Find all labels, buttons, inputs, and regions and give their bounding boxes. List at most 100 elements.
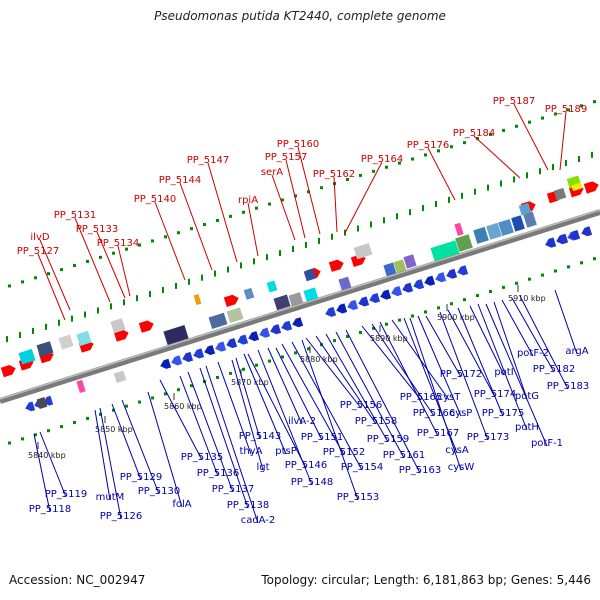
gene-block bbox=[36, 397, 48, 410]
gene-arrow bbox=[369, 292, 381, 304]
gene-label: PP_5133 bbox=[76, 224, 119, 235]
gene-arrow bbox=[457, 265, 469, 276]
gene-label: PP_5126 bbox=[100, 511, 143, 522]
gene-label: PP_5187 bbox=[493, 96, 536, 107]
gene-block bbox=[208, 312, 228, 329]
gene-label: ilvA-2 bbox=[288, 416, 316, 427]
gene-block bbox=[455, 234, 473, 252]
gene-label: PP_5127 bbox=[17, 246, 60, 257]
gene-label: PP_5137 bbox=[212, 484, 255, 495]
gene-label: PP_5159 bbox=[367, 434, 410, 445]
gene-label: PP_5167 bbox=[417, 428, 460, 439]
gene-block bbox=[353, 243, 373, 260]
gene-label: PP_5148 bbox=[291, 477, 334, 488]
gene-arrow bbox=[581, 226, 593, 237]
gene-block bbox=[553, 187, 567, 201]
genome-summary: Topology: circular; Length: 6,181,863 bp… bbox=[261, 573, 591, 587]
gene-label: cysP bbox=[450, 408, 473, 419]
map-title: Pseudomonas putida KT2440, complete geno… bbox=[154, 9, 446, 23]
gene-label: PP_5182 bbox=[533, 364, 576, 375]
gene-arrow bbox=[270, 324, 282, 335]
gene-arrow bbox=[237, 334, 249, 345]
gene-arrow bbox=[215, 341, 227, 352]
gene-label: PP_5184 bbox=[453, 128, 496, 139]
gene-block bbox=[110, 318, 126, 334]
gene-arrow bbox=[435, 272, 447, 283]
gene-block bbox=[511, 215, 525, 232]
gene-label: potF-2 bbox=[517, 348, 549, 359]
gene-label: PP_5153 bbox=[337, 492, 380, 503]
accession-text: Accession: NC_002947 bbox=[9, 573, 146, 587]
gene-block bbox=[498, 219, 514, 236]
gene-arrow bbox=[160, 358, 172, 369]
gene-block bbox=[383, 262, 397, 277]
gene-arrow bbox=[583, 181, 599, 194]
gene-block bbox=[454, 222, 464, 236]
gene-label: PP_5189 bbox=[545, 104, 588, 115]
gene-label: ptsP bbox=[275, 446, 297, 457]
scale-tick-label: 5900 kbp bbox=[437, 313, 475, 322]
gene-label: cysA bbox=[445, 445, 469, 456]
gene-label: PP_5143 bbox=[239, 431, 282, 442]
gene-features bbox=[0, 175, 599, 412]
gene-label: PP_5160 bbox=[277, 139, 320, 150]
gene-label: PP_5163 bbox=[399, 465, 442, 476]
gene-label: PP_5158 bbox=[355, 416, 398, 427]
gene-block bbox=[76, 379, 86, 394]
gene-block bbox=[288, 292, 304, 308]
gene-label: PP_5173 bbox=[467, 432, 510, 443]
gene-arrow bbox=[292, 317, 304, 328]
gene-label: PP_5146 bbox=[285, 460, 328, 471]
gene-label: argA bbox=[565, 346, 588, 357]
gene-label: PP_5118 bbox=[29, 504, 72, 515]
gene-label: cysW bbox=[448, 462, 475, 473]
gene-arrow bbox=[193, 348, 205, 359]
gene-label: folA bbox=[172, 499, 191, 510]
scale-tick-label: 5850 kbp bbox=[95, 425, 133, 434]
gene-label: PP_5156 bbox=[340, 400, 383, 411]
gene-block bbox=[226, 307, 244, 324]
gene-label: potH bbox=[515, 422, 539, 433]
gene-label: PP_5135 bbox=[181, 452, 224, 463]
gene-label: PP_5140 bbox=[134, 194, 177, 205]
gene-label: PP_5154 bbox=[341, 462, 384, 473]
gene-block bbox=[571, 182, 583, 192]
gene-arrow bbox=[25, 401, 36, 412]
gene-label: PP_5176 bbox=[407, 140, 450, 151]
gene-block bbox=[58, 334, 74, 350]
gene-label: PP_5136 bbox=[197, 468, 240, 479]
gene-block bbox=[36, 341, 54, 357]
gene-label: PP_5138 bbox=[227, 500, 270, 511]
gene-label: PP_5152 bbox=[323, 447, 366, 458]
gene-block bbox=[18, 348, 36, 365]
gene-label: PP_5183 bbox=[547, 381, 590, 392]
gene-arrow bbox=[402, 282, 414, 293]
gene-arrow bbox=[325, 306, 337, 317]
gene-arrow bbox=[424, 275, 436, 286]
gene-label: PP_5164 bbox=[361, 154, 404, 165]
gene-label: PP_5134 bbox=[97, 238, 140, 249]
gene-block bbox=[303, 268, 317, 282]
gene-label: PP_5119 bbox=[45, 489, 88, 500]
gene-arrow bbox=[328, 259, 344, 272]
gene-block bbox=[113, 370, 127, 384]
gene-label: potF-1 bbox=[531, 438, 563, 449]
scale-tick-label: 5870 kbp bbox=[231, 378, 269, 387]
genome-backbone bbox=[0, 209, 600, 404]
gene-block bbox=[473, 226, 489, 244]
gene-label: cysT bbox=[438, 392, 462, 403]
gene-block bbox=[76, 330, 92, 346]
gene-block bbox=[338, 276, 352, 292]
gene-block bbox=[303, 287, 319, 303]
gene-block bbox=[523, 211, 537, 228]
gene-label: PP_5162 bbox=[313, 169, 356, 180]
gene-label: PP_5147 bbox=[187, 155, 230, 166]
gene-label: serA bbox=[261, 167, 283, 178]
gene-block bbox=[393, 259, 407, 274]
gene-label: PP_5161 bbox=[383, 450, 426, 461]
gene-arrow bbox=[380, 289, 392, 300]
gene-label: PP_5131 bbox=[54, 210, 97, 221]
gene-label: potG bbox=[515, 391, 539, 402]
gene-label: PP_5129 bbox=[120, 472, 163, 483]
